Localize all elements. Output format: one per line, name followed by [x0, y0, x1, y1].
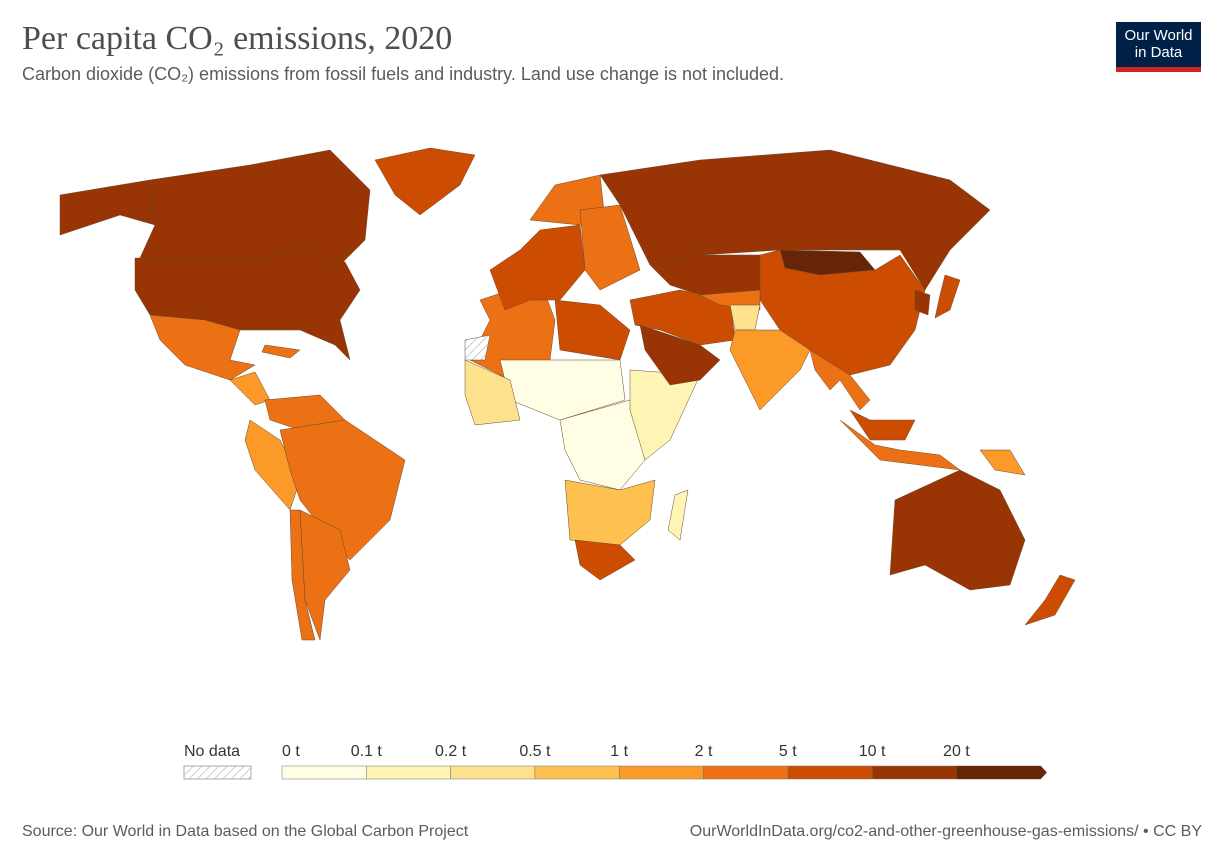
- country-malaysia[interactable]: [849, 409, 916, 441]
- country-madagascar[interactable]: [667, 489, 689, 541]
- legend-bin: [618, 765, 704, 780]
- legend-tick-label: 1 t: [610, 743, 628, 760]
- country-indonesia[interactable]: [839, 419, 961, 471]
- country-central-america[interactable]: [229, 371, 271, 406]
- source-note: Source: Our World in Data based on the G…: [22, 823, 469, 840]
- legend-tick-label: 2 t: [695, 743, 713, 760]
- legend-bin: [787, 765, 873, 780]
- legend-tick-label: 5 t: [779, 743, 797, 760]
- country-south-africa[interactable]: [574, 539, 636, 581]
- country-libya[interactable]: [554, 299, 631, 361]
- country-new-zealand[interactable]: [1024, 574, 1076, 626]
- country-south-america[interactable]: [279, 419, 406, 561]
- chart-subtitle: Carbon dioxide (CO₂) emissions from foss…: [22, 64, 785, 84]
- country-india[interactable]: [729, 329, 811, 411]
- legend-bin: [871, 765, 957, 780]
- country-no-data[interactable]: [464, 334, 491, 361]
- owid-logo[interactable]: Our World in Data: [1116, 22, 1201, 72]
- country-argentina[interactable]: [299, 509, 351, 641]
- legend-tick-label: 0.1 t: [351, 743, 383, 760]
- country-canada[interactable]: [139, 149, 371, 266]
- no-data-label: No data: [184, 743, 240, 760]
- legend-tick-label: 0 t: [282, 743, 300, 760]
- legend-bin: [281, 765, 367, 780]
- country-southeast-asia[interactable]: [809, 349, 871, 411]
- country-alaska[interactable]: [59, 179, 156, 236]
- no-data-swatch: [183, 765, 252, 780]
- legend-tick-label: 20 t: [943, 743, 970, 760]
- source-link[interactable]: OurWorldInData.org/co2-and-other-greenho…: [689, 823, 1202, 840]
- legend-bin: [703, 765, 789, 780]
- country-caribbean[interactable]: [261, 344, 301, 359]
- country-greenland[interactable]: [374, 147, 476, 216]
- country-papua-new-guinea[interactable]: [979, 449, 1026, 476]
- legend-bin: [366, 765, 451, 780]
- legend-bin: [450, 765, 536, 780]
- country-middle-east[interactable]: [629, 289, 736, 346]
- country-japan[interactable]: [934, 274, 961, 319]
- country-west-africa[interactable]: [464, 359, 521, 426]
- legend: No data 0 t 0.1 t 0.2 t 0.5 t 1 t 2 t 5 t 10 t 20…: [183, 743, 1048, 780]
- country-western-europe[interactable]: [489, 224, 586, 311]
- country-mexico[interactable]: [149, 314, 256, 381]
- country-korea[interactable]: [914, 289, 931, 316]
- legend-tick-label: 0.2 t: [435, 743, 467, 760]
- country-eastern-europe[interactable]: [579, 204, 641, 291]
- country-australia[interactable]: [889, 469, 1026, 591]
- country-afghanistan[interactable]: [729, 304, 761, 331]
- legend-tick-label: 0.5 t: [519, 743, 551, 760]
- legend-bin: [956, 765, 1048, 780]
- legend-bin: [534, 765, 620, 780]
- chart-title: Per capita CO₂ emissions, 2020: [22, 20, 453, 57]
- country-saudi-arabia[interactable]: [639, 324, 721, 386]
- legend-tick-label: 10 t: [859, 743, 886, 760]
- country-southern-africa[interactable]: [564, 479, 656, 546]
